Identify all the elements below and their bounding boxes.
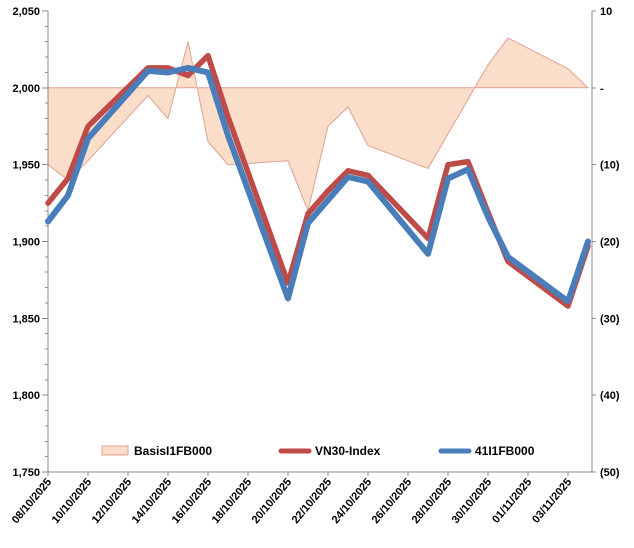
right-axis-tick-label: - — [600, 83, 604, 95]
x-axis-tick-label: 30/10/2025 — [450, 476, 495, 526]
left-axis-tick-label: 2,050 — [12, 6, 40, 18]
x-axis-tick-label: 18/10/2025 — [210, 476, 255, 526]
x-axis-tick-label: 08/10/2025 — [10, 476, 55, 526]
left-axis-tick-label: 1,850 — [12, 313, 40, 325]
x-axis-tick-label: 01/11/2025 — [490, 476, 534, 525]
x-axis-tick-label: 20/10/2025 — [250, 476, 295, 526]
right-axis-tick-label: 10 — [600, 6, 612, 18]
right-axis-tick-label: (30) — [600, 313, 620, 325]
left-axis-tick-label: 1,950 — [12, 160, 40, 172]
x-axis-tick-label: 22/10/2025 — [290, 476, 335, 526]
x-axis-tick-label: 16/10/2025 — [170, 476, 215, 526]
area-series-basis — [47, 37, 590, 213]
legend-label-2: 41I1FB000 — [475, 444, 535, 458]
legend-label-0: BasisI1FB000 — [134, 444, 212, 458]
x-axis-tick-label: 03/11/2025 — [530, 476, 574, 525]
legend-area-swatch — [101, 445, 129, 456]
left-axis-tick-label: 1,900 — [12, 237, 40, 249]
right-axis-tick-label: (50) — [600, 467, 620, 479]
x-axis-tick-label: 12/10/2025 — [90, 476, 135, 526]
line-series-41i1fb000 — [45, 64, 591, 305]
x-axis-tick-label: 14/10/2025 — [130, 476, 175, 526]
x-axis-tick-label: 24/10/2025 — [330, 476, 375, 526]
right-axis-tick-label: (20) — [600, 237, 620, 249]
left-axis-tick-label: 1,800 — [12, 390, 40, 402]
x-axis-tick-label: 28/10/2025 — [410, 476, 455, 526]
right-axis-tick-label: (10) — [600, 160, 620, 172]
right-axis-tick-label: (40) — [600, 390, 620, 402]
left-axis-tick-label: 1,750 — [12, 467, 40, 479]
left-axis-tick-label: 2,000 — [12, 83, 40, 95]
legend-label-1: VN30-Index — [315, 444, 381, 458]
x-axis-tick-label: 10/10/2025 — [50, 476, 95, 526]
legend: BasisI1FB000 VN30-Index 41I1FB000 — [101, 444, 535, 458]
x-axis-tick-label: 26/10/2025 — [370, 476, 415, 526]
